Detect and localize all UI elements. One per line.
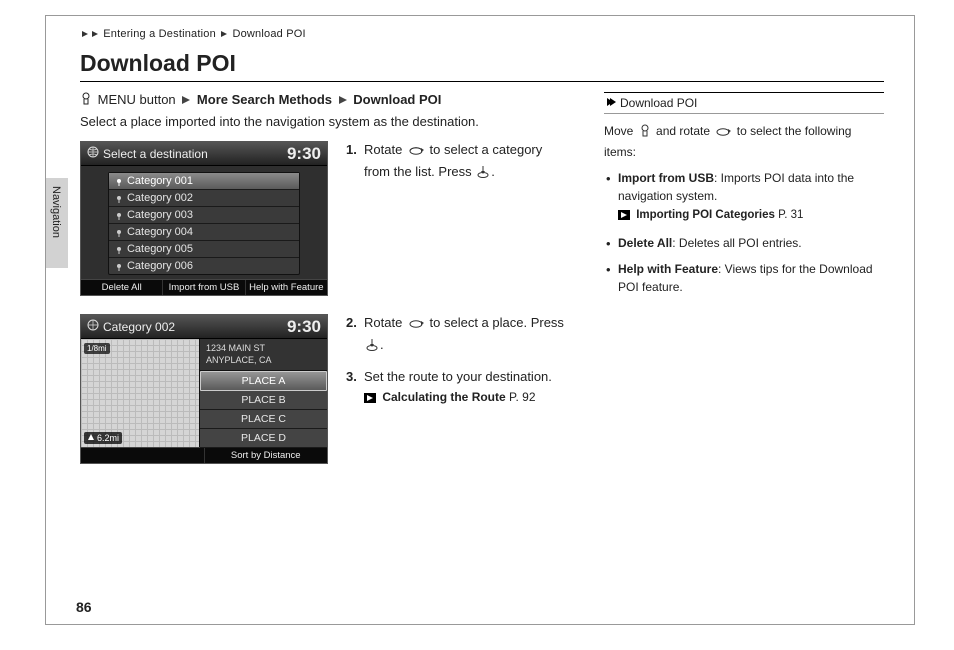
link-arrow-icon (364, 391, 376, 408)
instruction-block-1: Select a destination 9:30 Category 001 C… (80, 141, 570, 296)
map-distance: 6.2mi (84, 432, 122, 444)
pin-icon (115, 228, 123, 236)
globe-icon (87, 319, 99, 334)
intro-text: Select a place imported into the navigat… (80, 114, 570, 129)
category-row: Category 005 (109, 241, 299, 258)
page-title: Download POI (80, 50, 884, 82)
category-row: Category 002 (109, 190, 299, 207)
pin-icon (115, 245, 123, 253)
press-dial-icon (477, 165, 489, 185)
screen2-body: 1/8mi 6.2mi 1234 MAIN ST ANYPLACE, CA (81, 339, 327, 447)
menu-path-item-2: Download POI (353, 92, 441, 107)
chevron-right-icon (181, 93, 191, 108)
interface-dial-icon (80, 92, 92, 106)
screen2-footer: Sort by Distance (81, 447, 327, 463)
chevron-right-icon (81, 30, 89, 38)
category-row: Category 001 (109, 173, 299, 190)
chevron-right-icon (338, 93, 348, 108)
cross-reference: Calculating the Route P. 92 (364, 389, 570, 408)
steps-1: 1. Rotate to select a category from the … (346, 141, 570, 296)
menu-path: MENU button More Search Methods Download… (80, 92, 570, 108)
category-row: Category 004 (109, 224, 299, 241)
step-2: 2. Rotate to select a place. Press . (346, 314, 570, 358)
address-block: 1234 MAIN ST ANYPLACE, CA (200, 339, 327, 371)
screen1-header: Select a destination 9:30 (81, 142, 327, 166)
screen1-body: Category 001 Category 002 Category 003 C… (81, 166, 327, 279)
category-row: Category 006 (109, 258, 299, 274)
pin-icon (115, 262, 123, 270)
manual-page: Navigation Entering a Destination Downlo… (45, 15, 915, 625)
map-scale: 1/8mi (84, 343, 110, 354)
page-number: 86 (76, 599, 92, 615)
chevron-right-icon (220, 30, 228, 38)
screenshot-1: Select a destination 9:30 Category 001 C… (80, 141, 328, 296)
link-arrow-icon (618, 209, 630, 226)
places-pane: 1234 MAIN ST ANYPLACE, CA PLACE A PLACE … (199, 339, 327, 447)
step-1: 1. Rotate to select a category from the … (346, 141, 570, 185)
footer-button: Import from USB (163, 280, 245, 295)
breadcrumb-item-a: Entering a Destination (103, 28, 216, 40)
chevron-right-icon (606, 96, 616, 110)
place-list: PLACE A PLACE B PLACE C PLACE D (200, 371, 327, 448)
sidebar-body: Move and rotate to select the following … (604, 122, 884, 296)
press-dial-icon (366, 338, 378, 358)
breadcrumb: Entering a Destination Download POI (80, 28, 884, 40)
pin-icon (115, 177, 123, 185)
place-row: PLACE C (200, 410, 327, 429)
sidebar-intro: Move and rotate to select the following … (604, 122, 884, 161)
place-row: PLACE D (200, 429, 327, 448)
globe-icon (87, 146, 99, 161)
screen2-title: Category 002 (103, 320, 175, 334)
footer-blank (81, 448, 205, 463)
footer-button: Help with Feature (246, 280, 327, 295)
rotate-dial-icon (408, 317, 424, 336)
pin-icon (115, 194, 123, 202)
screen2-clock: 9:30 (287, 318, 321, 335)
triangle-icon (87, 433, 95, 443)
screen1-footer: Delete All Import from USB Help with Fea… (81, 279, 327, 295)
rotate-dial-icon (408, 144, 424, 163)
section-tab-label: Navigation (46, 178, 62, 238)
category-list: Category 001 Category 002 Category 003 C… (108, 172, 300, 275)
category-row: Category 003 (109, 207, 299, 224)
section-tab: Navigation (46, 178, 68, 268)
pin-icon (115, 211, 123, 219)
sidebar-item-help: Help with Feature: Views tips for the Do… (604, 260, 884, 296)
step-3: 3. Set the route to your destination. Ca… (346, 368, 570, 408)
cross-reference: Importing POI Categories P. 31 (618, 207, 884, 226)
sidebar-item-import: Import from USB: Imports POI data into t… (604, 169, 884, 226)
chevron-right-icon (91, 30, 99, 38)
screen1-clock: 9:30 (287, 145, 321, 162)
content-columns: MENU button More Search Methods Download… (80, 92, 884, 482)
sidebar-item-delete: Delete All: Deletes all POI entries. (604, 234, 884, 252)
menu-path-item-1: More Search Methods (197, 92, 332, 107)
move-dial-icon (639, 124, 651, 143)
rotate-dial-icon (715, 125, 731, 143)
right-column: Download POI Move and rotate to select t… (604, 92, 884, 482)
steps-2-3: 2. Rotate to select a place. Press . 3. … (346, 314, 570, 464)
menu-path-button: MENU button (98, 92, 176, 107)
place-row: PLACE B (200, 391, 327, 410)
place-row: PLACE A (200, 371, 327, 391)
screen1-title: Select a destination (103, 147, 208, 161)
breadcrumb-item-b: Download POI (232, 28, 305, 40)
screenshot-2: Category 002 9:30 1/8mi 6.2mi (80, 314, 328, 464)
left-column: MENU button More Search Methods Download… (80, 92, 570, 482)
map-pane: 1/8mi 6.2mi (81, 339, 199, 447)
screen2-header: Category 002 9:30 (81, 315, 327, 339)
footer-button: Delete All (81, 280, 163, 295)
instruction-block-2: Category 002 9:30 1/8mi 6.2mi (80, 314, 570, 464)
sidebar-title: Download POI (604, 92, 884, 114)
footer-sort: Sort by Distance (205, 448, 328, 463)
